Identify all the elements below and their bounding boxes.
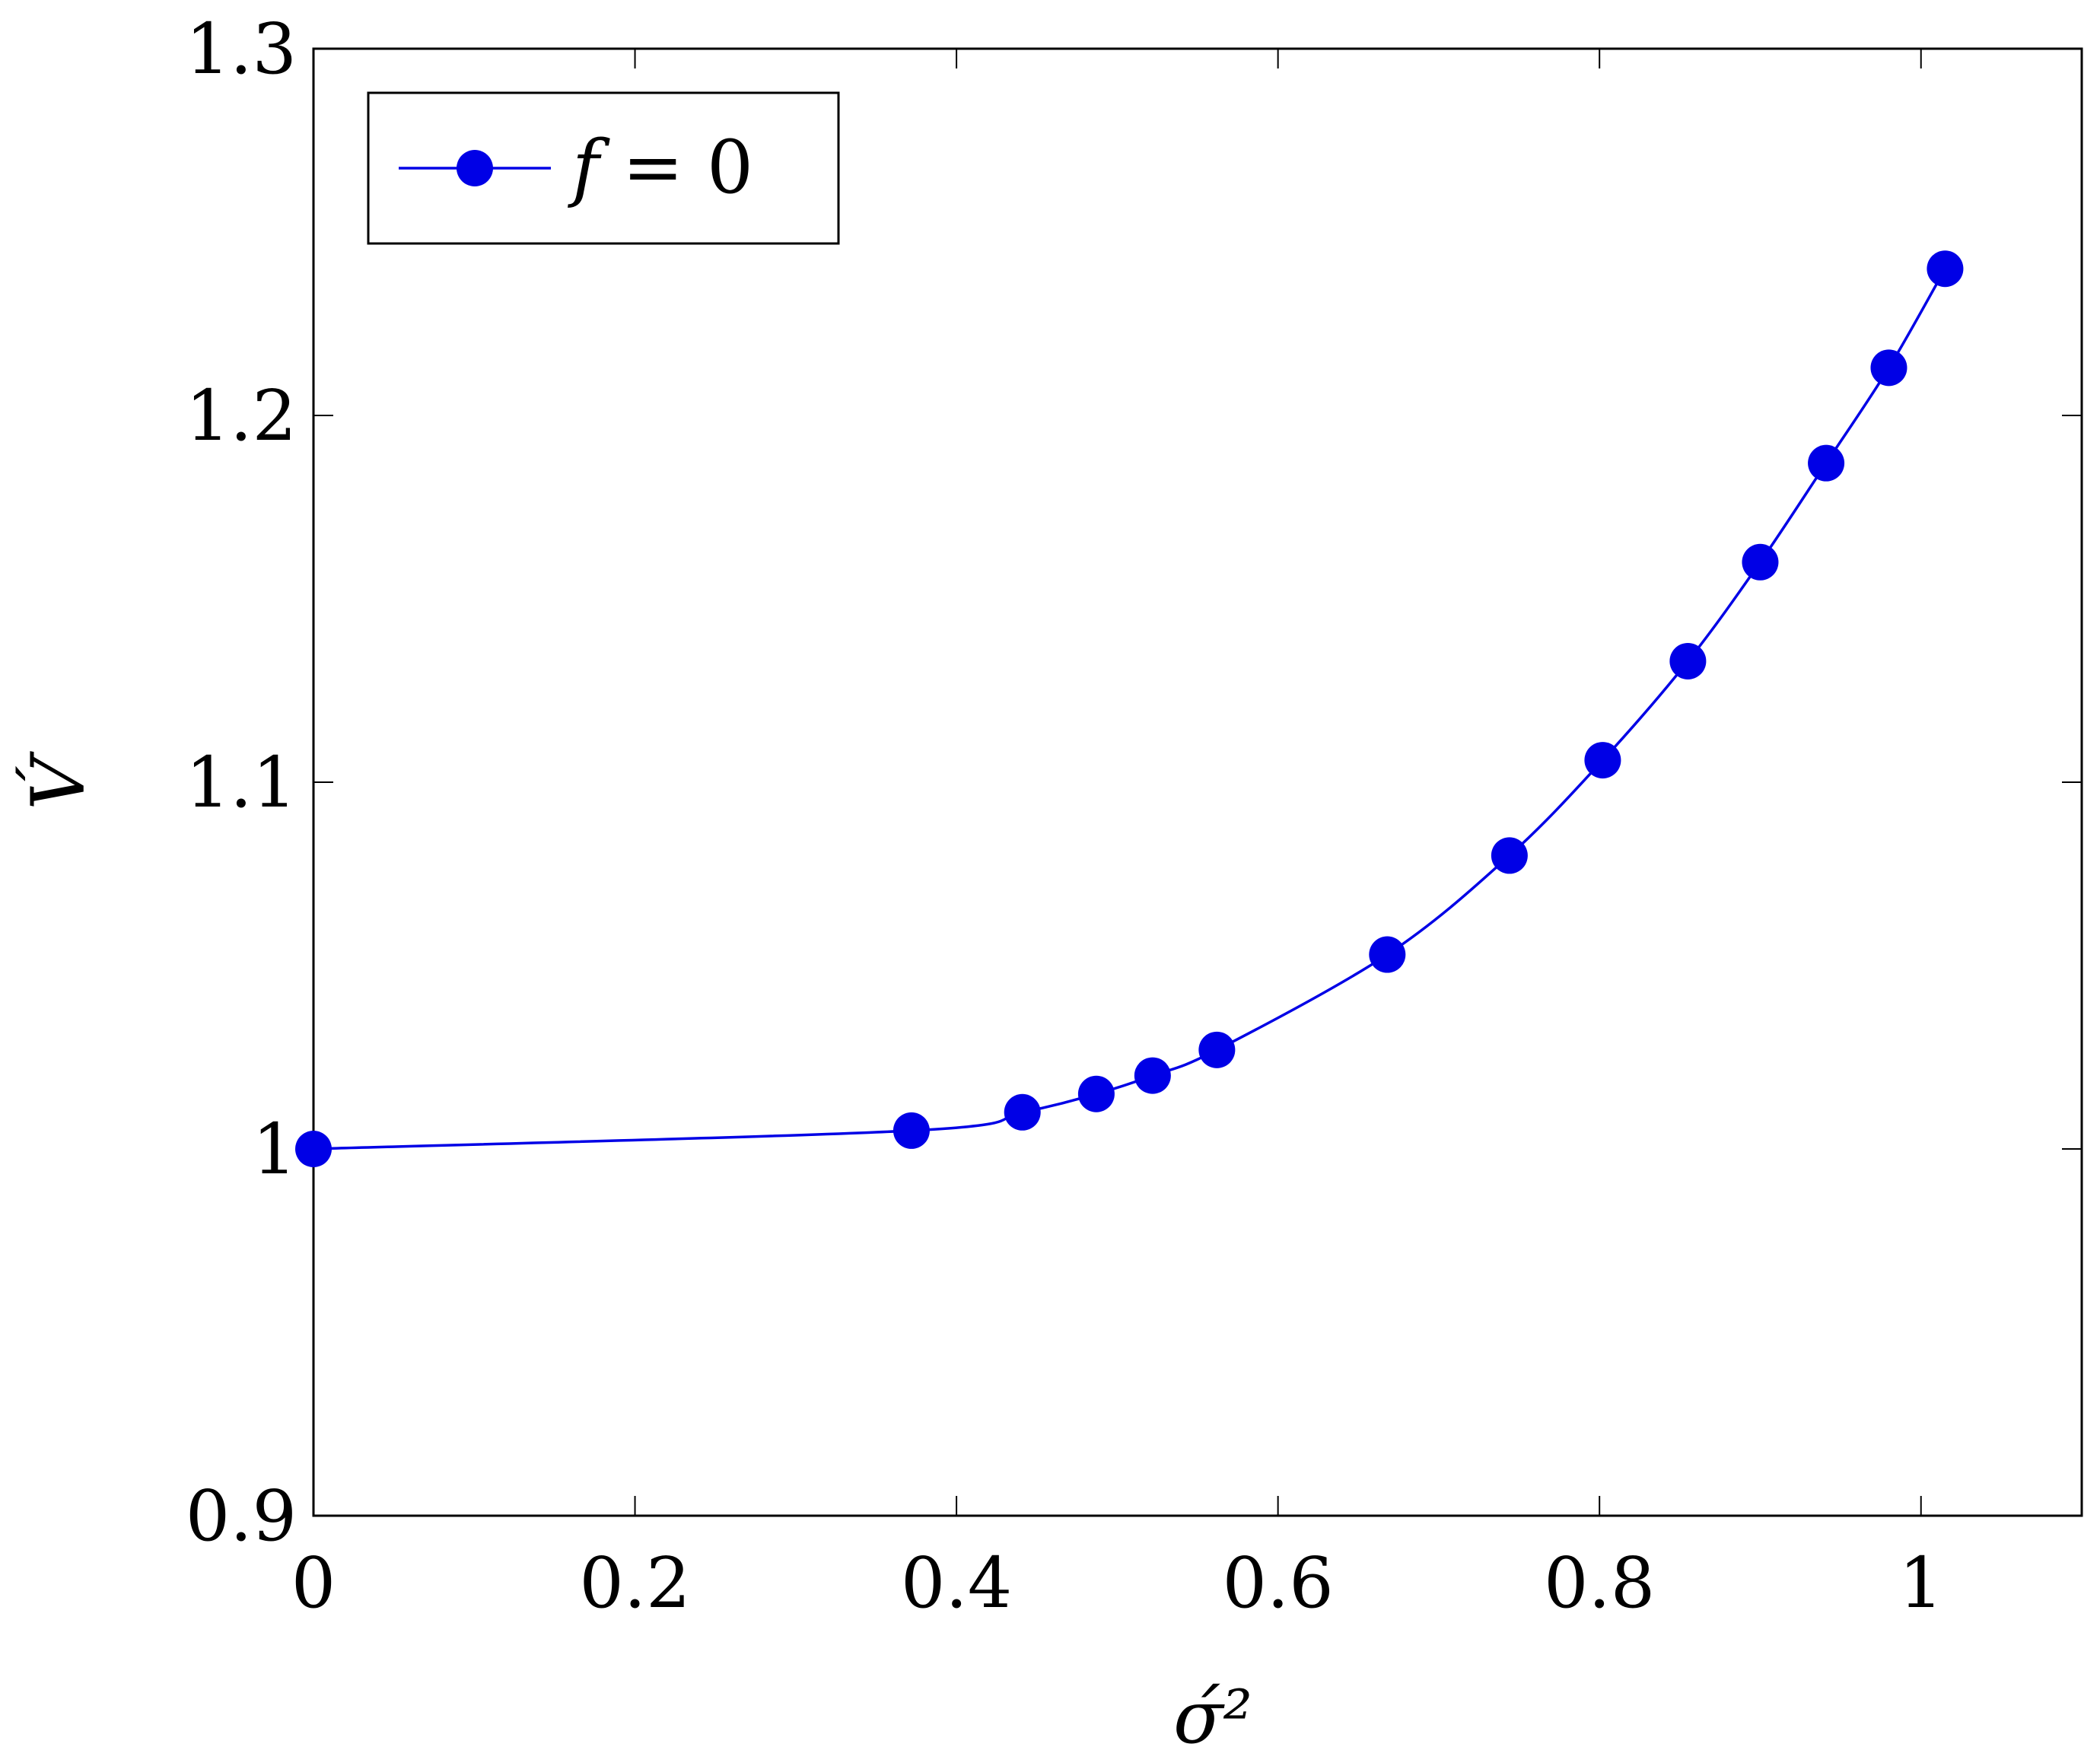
data-point xyxy=(1004,1093,1041,1131)
data-point xyxy=(1198,1031,1236,1068)
series-layer xyxy=(295,250,1964,1167)
data-point xyxy=(1491,837,1528,874)
x-tick-label: 0.6 xyxy=(1222,1542,1333,1624)
legend-label: f = 0 xyxy=(568,125,753,210)
data-point xyxy=(1742,543,1779,581)
data-point xyxy=(1369,936,1406,973)
x-axis-label: σ́² xyxy=(1173,1675,1252,1760)
legend: f = 0 xyxy=(367,91,840,245)
y-tick-label: 1 xyxy=(252,1109,297,1190)
y-axis-label: V́ xyxy=(16,751,101,810)
axes: 0 0.2 0.4 0.6 0.8 1 0.9 1 1.1 1.2 1.3 σ́² V́ xyxy=(16,8,2083,1760)
plot-frame xyxy=(312,47,2083,1517)
data-point xyxy=(1669,642,1707,679)
x-tick-label: 1 xyxy=(1898,1542,1943,1624)
series-line xyxy=(313,268,1946,1150)
x-tick-label: 0.8 xyxy=(1544,1542,1655,1624)
data-point xyxy=(1584,742,1621,779)
data-point xyxy=(892,1112,930,1149)
data-point xyxy=(1870,349,1908,387)
x-tick-label: 0.2 xyxy=(579,1542,690,1624)
data-point xyxy=(1927,250,1964,288)
y-tick-label: 1.1 xyxy=(186,742,297,823)
legend-marker xyxy=(457,150,493,186)
data-point xyxy=(1808,444,1845,482)
y-tick-label: 1.2 xyxy=(186,375,297,457)
legend-label-rest: = 0 xyxy=(600,125,754,210)
y-tick-label: 0.9 xyxy=(186,1475,297,1557)
x-tick-label: 0 xyxy=(291,1542,336,1624)
y-tick-label: 1.3 xyxy=(186,8,297,90)
data-point xyxy=(1134,1057,1171,1094)
data-point xyxy=(295,1131,332,1167)
x-tick-label: 0.4 xyxy=(901,1542,1012,1624)
data-point xyxy=(1077,1075,1115,1112)
